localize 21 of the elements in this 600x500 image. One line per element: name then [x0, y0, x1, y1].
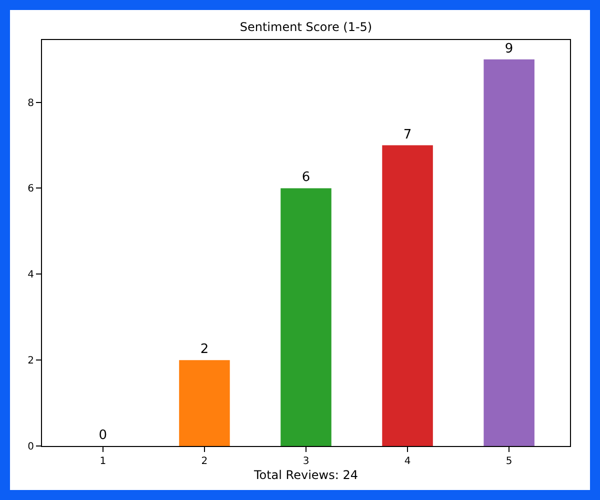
bar — [484, 59, 534, 446]
y-tick-label: 2 — [28, 356, 34, 367]
x-tick-label: 1 — [100, 456, 106, 467]
data-label: 2 — [200, 342, 209, 358]
data-label: 9 — [504, 41, 514, 56]
bar — [382, 145, 433, 446]
x-tick-label: 5 — [506, 456, 512, 467]
x-tick-label: 4 — [404, 456, 411, 467]
x-tick-label: 3 — [302, 456, 310, 467]
bar — [179, 360, 230, 446]
y-tick-label: 8 — [28, 98, 34, 109]
chart-title: Sentiment Score (1-5) — [240, 20, 372, 34]
y-tick-label: 6 — [28, 184, 34, 195]
data-label: 7 — [403, 127, 412, 142]
x-tick-label: 2 — [201, 456, 208, 467]
bar — [280, 188, 332, 446]
y-tick-label: 0 — [28, 442, 34, 452]
y-tick-label: 4 — [28, 270, 34, 281]
data-label: 6 — [302, 170, 310, 186]
data-label: 0 — [98, 428, 108, 443]
x-axis-title: Total Reviews: 24 — [252, 468, 358, 482]
